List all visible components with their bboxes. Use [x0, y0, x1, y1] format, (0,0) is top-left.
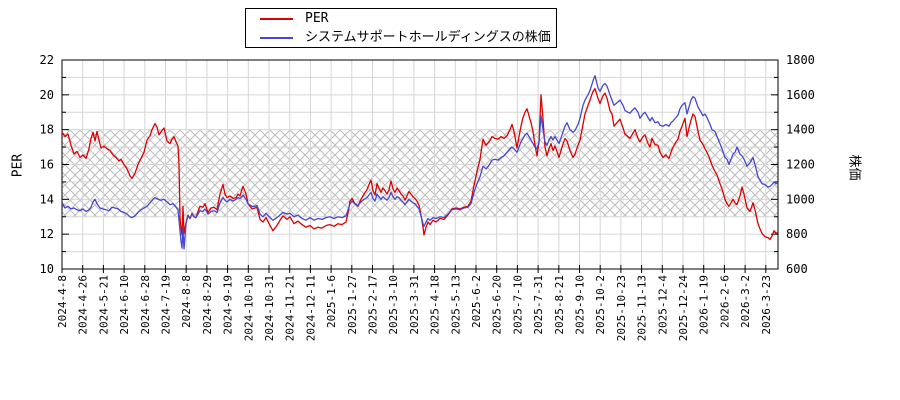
x-tick-label: 2026-1-19 — [698, 275, 711, 335]
legend-item-per: PER — [246, 9, 556, 28]
x-tick-label: 2025-7-31 — [532, 275, 545, 335]
x-tick-label: 2025-5-13 — [449, 275, 462, 335]
x-tick-label: 2025-6-20 — [491, 275, 504, 335]
x-tick-label: 2025-8-21 — [553, 275, 566, 335]
y-left-tick-label: 12 — [40, 227, 54, 241]
grid-lines — [61, 60, 778, 269]
x-tick-label: 2024-10-10 — [242, 275, 255, 341]
x-tick-label: 2026-2-6 — [718, 275, 731, 328]
legend-label-stock-price: システムサポートホールディングスの株価 — [305, 30, 551, 45]
axis-tick-labels: 10 12 14 16 18 20 22 600 800 1000 1200 1400 1600 1800… — [40, 53, 815, 341]
x-tick-label: 2025-10-23 — [615, 275, 628, 341]
x-tick-label: 2025-12-24 — [677, 275, 690, 342]
x-tick-label: 2026-3-23 — [760, 275, 773, 335]
right-axis-title: 株価 — [846, 154, 862, 181]
series-stock-price — [61, 75, 779, 250]
x-tick-label: 2025-10-2 — [594, 275, 607, 335]
x-tick-label: 2024-11-21 — [284, 275, 297, 341]
x-tick-label: 2025-9-10 — [574, 275, 587, 335]
y-right-tick-label: 1400 — [786, 123, 815, 137]
x-tick-label: 2024-8-29 — [201, 275, 214, 335]
x-tick-label: 2024-10-31 — [263, 275, 276, 341]
x-tick-label: 2025-4-18 — [429, 275, 442, 335]
stock-price-line-swatch — [260, 36, 293, 39]
legend-label-per: PER — [305, 11, 329, 26]
y-left-tick-label: 14 — [40, 192, 54, 206]
x-tick-label: 2024-4-8 — [56, 275, 69, 328]
y-right-tick-label: 1600 — [786, 88, 815, 102]
legend-item-stock-price: システムサポートホールディングスの株価 — [246, 28, 556, 47]
x-tick-label: 2025-12-4 — [656, 275, 669, 335]
data-series — [61, 75, 779, 250]
x-tick-label: 2025-1-27 — [346, 275, 359, 335]
x-tick-label: 2025-2-17 — [367, 275, 380, 335]
x-tick-label: 2025-11-13 — [636, 275, 649, 341]
x-tick-label: 2024-8-8 — [180, 275, 193, 328]
x-tick-label: 2025-3-31 — [408, 275, 421, 335]
series-per — [61, 88, 779, 241]
y-left-tick-label: 16 — [40, 158, 54, 172]
y-right-tick-label: 800 — [786, 227, 808, 241]
reference-band — [62, 129, 778, 217]
left-axis-title: PER — [10, 153, 26, 178]
x-tick-label: 2026-3-2 — [739, 275, 752, 328]
y-right-tick-label: 600 — [786, 262, 808, 276]
per-line-swatch — [260, 17, 293, 20]
y-left-tick-label: 10 — [40, 262, 54, 276]
axis-ticks — [61, 59, 778, 273]
x-tick-label: 2024-12-11 — [304, 275, 317, 341]
legend-box: PER システムサポートホールディングスの株価 — [245, 8, 557, 48]
x-tick-label: 2025-1-6 — [325, 275, 338, 328]
x-tick-label: 2025-3-10 — [387, 275, 400, 335]
x-tick-label: 2024-9-19 — [222, 275, 235, 335]
y-right-tick-label: 1200 — [786, 158, 815, 172]
y-right-tick-label: 1800 — [786, 53, 815, 67]
x-tick-label: 2024-5-21 — [97, 275, 110, 335]
hatch-band — [62, 129, 778, 217]
x-tick-label: 2024-7-19 — [160, 275, 173, 335]
y-right-tick-label: 1000 — [786, 192, 815, 206]
x-tick-label: 2025-7-10 — [511, 275, 524, 335]
x-tick-label: 2025-6-2 — [470, 275, 483, 328]
x-tick-label: 2024-6-28 — [139, 275, 152, 335]
y-left-tick-label: 20 — [40, 88, 54, 102]
x-tick-label: 2024-4-26 — [77, 275, 90, 335]
x-tick-label: 2024-6-10 — [118, 275, 131, 335]
y-left-tick-label: 18 — [40, 123, 54, 137]
y-left-tick-label: 22 — [40, 53, 54, 67]
